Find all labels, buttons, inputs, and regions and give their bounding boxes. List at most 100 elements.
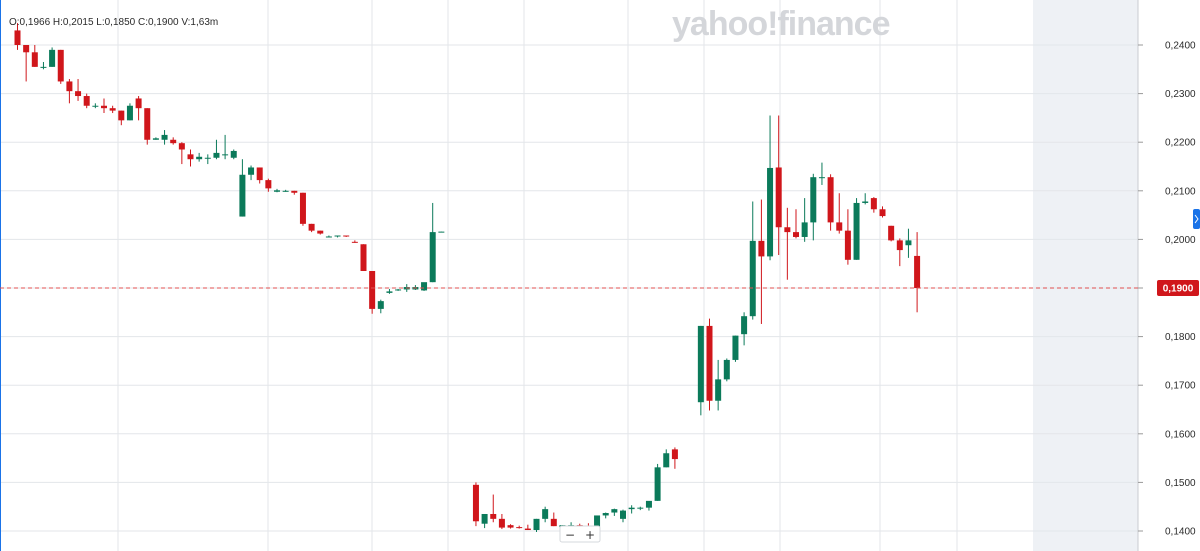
candle <box>879 206 886 218</box>
candle <box>870 197 877 213</box>
candle <box>178 142 185 165</box>
candle <box>291 190 298 195</box>
zoom-control-frame <box>559 525 601 543</box>
candle <box>663 449 670 468</box>
yahoo-finance-logo: yahoo!finance <box>672 5 890 43</box>
candle-body <box>118 110 125 121</box>
candle <box>542 506 549 523</box>
candle <box>265 178 272 192</box>
candle <box>490 494 497 523</box>
candle-body <box>741 316 748 335</box>
candle <box>144 108 151 145</box>
candle-body <box>775 167 782 228</box>
candle <box>896 238 903 267</box>
candle-body <box>239 174 246 217</box>
candle <box>187 149 194 167</box>
candle-body <box>187 154 194 160</box>
candle <box>853 198 860 260</box>
candle <box>645 500 652 511</box>
candle-body <box>905 240 912 246</box>
zoom-out-button[interactable]: − <box>565 528 575 542</box>
candle <box>230 149 237 160</box>
candle-body <box>715 379 722 401</box>
future-zone <box>1033 0 1138 551</box>
candle <box>101 98 107 114</box>
y-tick-label: 0,1400 <box>1165 527 1196 538</box>
candle <box>369 270 376 314</box>
y-tick-label: 0,1500 <box>1165 478 1196 489</box>
candle <box>706 318 713 411</box>
candle-body <box>429 232 436 283</box>
candle <box>767 115 774 261</box>
candle <box>248 165 255 181</box>
candle-body <box>31 52 38 67</box>
candle <box>498 513 505 530</box>
candle <box>92 103 99 109</box>
candle <box>827 174 834 231</box>
side-panel-toggle[interactable] <box>1193 209 1200 229</box>
candle <box>204 154 211 165</box>
candle-body <box>325 236 332 238</box>
candle-body <box>360 244 367 271</box>
candles <box>14 23 921 532</box>
candle <box>360 244 367 271</box>
candle-body <box>481 513 488 524</box>
candle-body <box>602 513 609 516</box>
zoom-controls: − + <box>559 525 601 543</box>
candle <box>749 201 756 320</box>
candle-body <box>178 143 185 150</box>
candle-body <box>351 241 358 243</box>
candle-body <box>697 325 704 403</box>
candle-body <box>144 108 151 140</box>
candle <box>758 199 765 324</box>
candle <box>844 209 851 265</box>
candle-body <box>628 507 635 510</box>
horizontal-grid <box>0 44 1138 532</box>
candle <box>118 110 125 126</box>
candle-body <box>654 467 661 501</box>
candle-body <box>542 509 549 519</box>
candle-body <box>749 240 756 317</box>
candle-body <box>83 96 90 106</box>
candle-body <box>516 527 523 529</box>
candle <box>793 209 799 239</box>
candle <box>637 506 644 511</box>
candle <box>697 325 704 416</box>
candle <box>222 134 229 160</box>
candle <box>75 79 82 101</box>
candle <box>196 152 203 162</box>
candle <box>386 288 393 294</box>
candle-body <box>92 105 99 107</box>
candle <box>351 240 358 243</box>
candle-body <box>265 180 272 189</box>
candle <box>524 524 531 531</box>
last-price-tag-background <box>1157 280 1199 296</box>
candle-body <box>827 177 834 223</box>
zoom-in-button[interactable]: + <box>585 528 595 542</box>
candle <box>741 312 748 346</box>
candle-body <box>386 291 393 293</box>
candle-body <box>879 209 886 217</box>
candle-body <box>308 223 315 231</box>
candle-body <box>914 255 921 288</box>
candle <box>507 524 514 529</box>
vertical-grid <box>117 0 958 551</box>
y-tick-label: 0,1700 <box>1165 381 1196 392</box>
candle <box>421 282 428 291</box>
candle <box>308 223 315 233</box>
candle-body <box>75 91 82 97</box>
candle-body <box>732 335 739 360</box>
candle-body <box>230 150 237 158</box>
candle-body <box>472 484 479 522</box>
candle-body <box>498 518 505 528</box>
candle-body <box>645 500 652 508</box>
candle <box>628 505 635 514</box>
candle <box>775 115 782 255</box>
last-price-label: 0,1900 <box>1163 284 1194 295</box>
candle-body <box>109 108 116 111</box>
candle-body <box>395 289 402 291</box>
candle <box>377 299 384 314</box>
candle <box>299 192 306 226</box>
